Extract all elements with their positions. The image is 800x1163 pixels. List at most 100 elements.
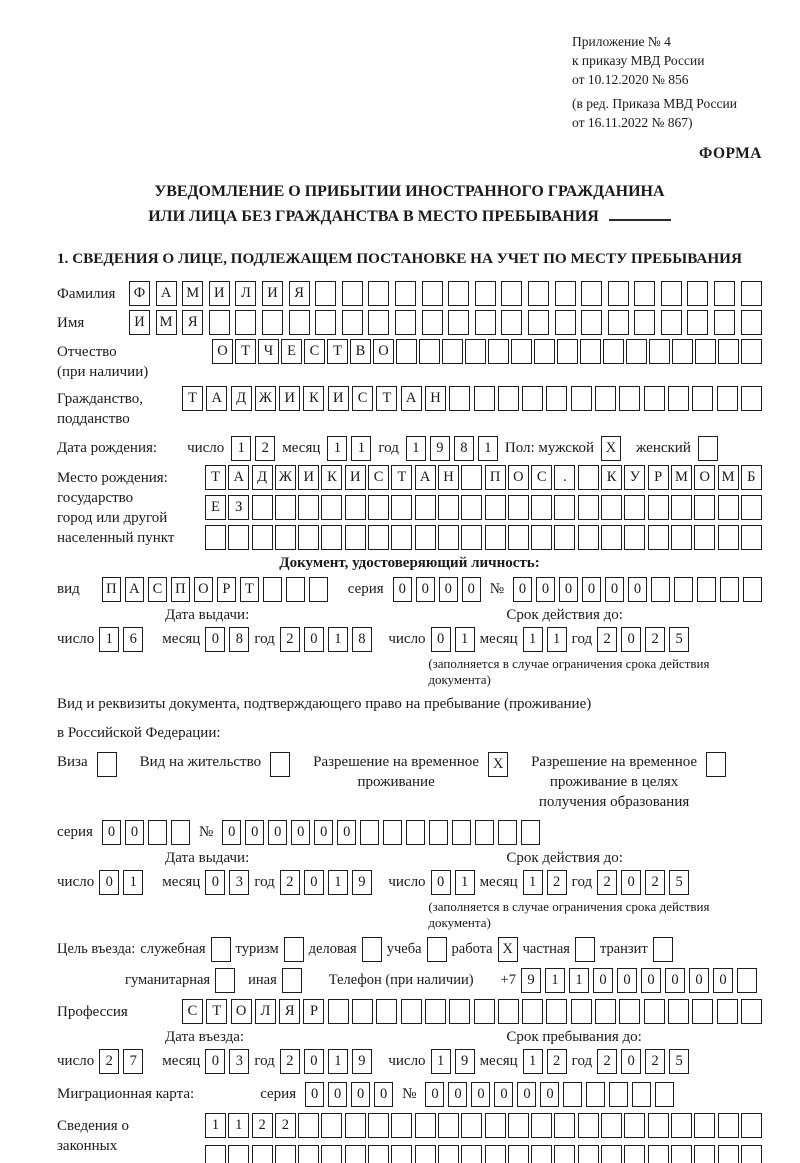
char-box[interactable]: 0 [448,1082,468,1107]
char-box-empty[interactable] [208,310,230,335]
char-box[interactable]: К [303,386,325,411]
char-box[interactable]: Р [216,577,236,602]
char-box-empty[interactable] [298,1145,320,1163]
char-box-empty[interactable] [461,495,483,520]
char-box-empty[interactable] [406,820,426,845]
char-box[interactable]: 1 [454,627,475,652]
char-box[interactable]: С [182,999,203,1024]
char-box[interactable]: 0 [303,870,324,895]
char-box-empty[interactable] [619,999,641,1024]
char-box-empty[interactable] [554,525,576,550]
char-box[interactable]: О [694,465,716,490]
char-box-empty[interactable] [344,1113,366,1138]
char-box[interactable]: 1 [522,870,543,895]
char-box-empty[interactable] [414,1145,436,1163]
char-box[interactable]: 0 [688,968,709,993]
char-box[interactable]: 1 [327,436,348,461]
char-box-empty[interactable] [647,1113,669,1138]
char-box[interactable]: 0 [559,577,578,602]
char-box-empty[interactable] [717,1113,739,1138]
char-box-empty[interactable] [414,495,436,520]
char-box[interactable]: В [350,339,371,364]
char-box-empty[interactable] [647,1145,669,1163]
char-box-empty[interactable] [474,281,496,306]
char-box-empty[interactable] [321,1113,343,1138]
char-box-empty[interactable] [437,525,459,550]
char-box[interactable]: К [321,465,343,490]
char-box[interactable]: Т [235,339,256,364]
char-box-empty[interactable] [368,281,390,306]
char-box[interactable]: 2 [279,627,300,652]
char-box-empty[interactable] [368,1113,390,1138]
char-box[interactable]: А [400,386,422,411]
char-box[interactable]: 0 [392,577,412,602]
char-box-empty[interactable] [341,281,363,306]
char-box[interactable]: 0 [415,577,435,602]
char-box[interactable]: 0 [513,577,532,602]
char-box[interactable]: X [601,436,622,461]
char-box[interactable]: 0 [222,820,242,845]
char-box-empty[interactable] [262,577,282,602]
char-box-empty[interactable] [554,1113,576,1138]
char-box[interactable]: 1 [231,436,252,461]
char-box[interactable]: 8 [229,627,250,652]
char-box-empty[interactable] [672,339,693,364]
char-box-empty[interactable] [170,820,190,845]
char-box-empty[interactable] [694,495,716,520]
char-box[interactable]: 0 [592,968,613,993]
char-box[interactable]: 0 [536,577,555,602]
char-box[interactable]: 1 [99,627,120,652]
char-box[interactable]: Ч [258,339,279,364]
char-box-empty[interactable] [368,525,390,550]
char-box[interactable]: 2 [274,1113,296,1138]
char-box-empty[interactable] [531,495,553,520]
char-box-empty[interactable] [743,577,762,602]
char-box-empty[interactable] [643,386,665,411]
char-box-empty[interactable] [321,495,343,520]
char-box-empty[interactable] [368,495,390,520]
char-box-empty[interactable] [694,525,716,550]
char-box[interactable]: Т [376,386,398,411]
char-box[interactable]: 1 [123,870,144,895]
char-box[interactable]: Б [740,465,762,490]
char-box[interactable]: 2 [597,627,618,652]
char-box[interactable]: А [414,465,436,490]
char-box-empty[interactable] [603,339,624,364]
char-box[interactable]: Р [303,999,325,1024]
char-box[interactable]: Я [279,999,301,1024]
char-box[interactable]: И [327,386,349,411]
char-box[interactable]: Я [182,310,204,335]
char-box[interactable]: 1 [568,968,589,993]
char-box[interactable]: 0 [621,627,642,652]
char-box-empty[interactable] [507,495,529,520]
char-box-empty[interactable] [484,525,506,550]
char-box[interactable]: 0 [438,577,458,602]
char-box-empty[interactable] [586,1082,606,1107]
char-box-empty[interactable] [360,820,380,845]
char-box-empty[interactable] [442,339,463,364]
char-box[interactable]: К [601,465,623,490]
char-box-empty[interactable] [694,1145,716,1163]
char-box[interactable]: О [193,577,213,602]
char-box-empty[interactable] [308,577,328,602]
char-box-empty[interactable] [421,281,443,306]
char-box-empty[interactable] [522,999,544,1024]
char-box[interactable]: 0 [494,1082,514,1107]
char-box[interactable]: О [507,465,529,490]
char-box[interactable]: С [352,386,374,411]
char-box-empty[interactable] [649,339,670,364]
char-box-empty[interactable] [601,525,623,550]
char-box-empty[interactable] [298,495,320,520]
char-box[interactable]: 0 [461,577,481,602]
char-box-empty[interactable] [647,495,669,520]
char-box-empty[interactable] [461,1113,483,1138]
char-box-empty[interactable] [205,1145,226,1163]
char-box-empty[interactable] [484,1145,506,1163]
char-box[interactable]: 1 [454,870,475,895]
char-box-empty[interactable] [321,525,343,550]
char-box[interactable]: И [208,281,230,306]
char-box[interactable]: 0 [328,1082,348,1107]
char-box[interactable]: А [228,465,250,490]
char-box-empty[interactable] [281,968,302,993]
char-box-empty[interactable] [581,310,603,335]
